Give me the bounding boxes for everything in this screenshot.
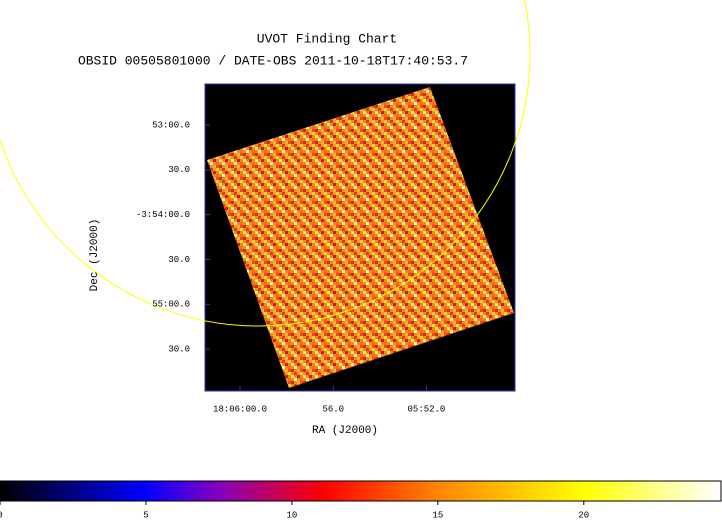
colorbar	[0, 480, 722, 502]
y-axis-label: Dec (J2000)	[89, 219, 101, 292]
y-tick-label: 30.0	[168, 255, 190, 265]
y-tick-label: 55:00.0	[152, 300, 190, 310]
x-tick-label: 18:06:00.0	[213, 404, 267, 414]
x-tick-label: 05:52.0	[408, 404, 446, 414]
colorbar-tick-label: 5	[143, 510, 148, 520]
colorbar-tick-label: 10	[286, 510, 297, 520]
y-tick-label: 30.0	[168, 344, 190, 354]
chart-title: UVOT Finding Chart	[257, 31, 397, 46]
y-tick-label: -3:54:00.0	[136, 210, 190, 220]
x-tick-label: 56.0	[322, 404, 344, 414]
sky-image	[207, 87, 514, 388]
region-circle	[0, 0, 531, 327]
y-tick-label: 53:00.0	[152, 120, 190, 130]
plot-border	[204, 83, 516, 392]
chart-subtitle: OBSID 00505801000 / DATE-OBS 2011-10-18T…	[78, 53, 468, 68]
colorbar-tick-label: 20	[578, 510, 589, 520]
colorbar-tick-label: 15	[432, 510, 443, 520]
x-axis-label: RA (J2000)	[312, 425, 378, 437]
colorbar-tick-label: 0	[0, 510, 3, 520]
y-tick-label: 30.0	[168, 165, 190, 175]
